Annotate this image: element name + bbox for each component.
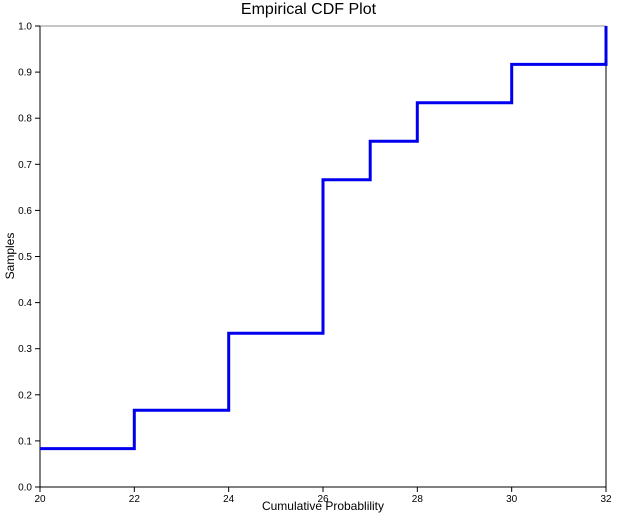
x-tick-label: 32 <box>600 494 612 505</box>
y-tick-label: 0.2 <box>18 390 32 401</box>
y-tick-label: 0.4 <box>18 298 32 309</box>
y-tick-label: 0.7 <box>18 160 32 171</box>
x-tick-label: 26 <box>317 494 329 505</box>
x-tick-label: 20 <box>34 494 46 505</box>
y-tick-label: 0.1 <box>18 436 32 447</box>
chart-title: Empirical CDF Plot <box>240 1 377 18</box>
x-tick-label: 24 <box>223 494 235 505</box>
y-tick-label: 1.0 <box>18 22 32 33</box>
y-tick-label: 0.6 <box>18 206 32 217</box>
y-tick-label: 0.5 <box>18 252 32 263</box>
y-tick-label: 0.9 <box>18 68 32 79</box>
x-tick-label: 28 <box>412 494 424 505</box>
y-tick-label: 0.3 <box>18 344 32 355</box>
y-tick-label: 0.0 <box>18 483 32 494</box>
x-axis-label: Cumulative Probablility <box>261 499 385 513</box>
ecdf-step-line <box>40 26 608 451</box>
y-tick-label: 0.8 <box>18 114 32 125</box>
x-tick-label: 22 <box>129 494 141 505</box>
x-tick-label: 30 <box>506 494 518 505</box>
